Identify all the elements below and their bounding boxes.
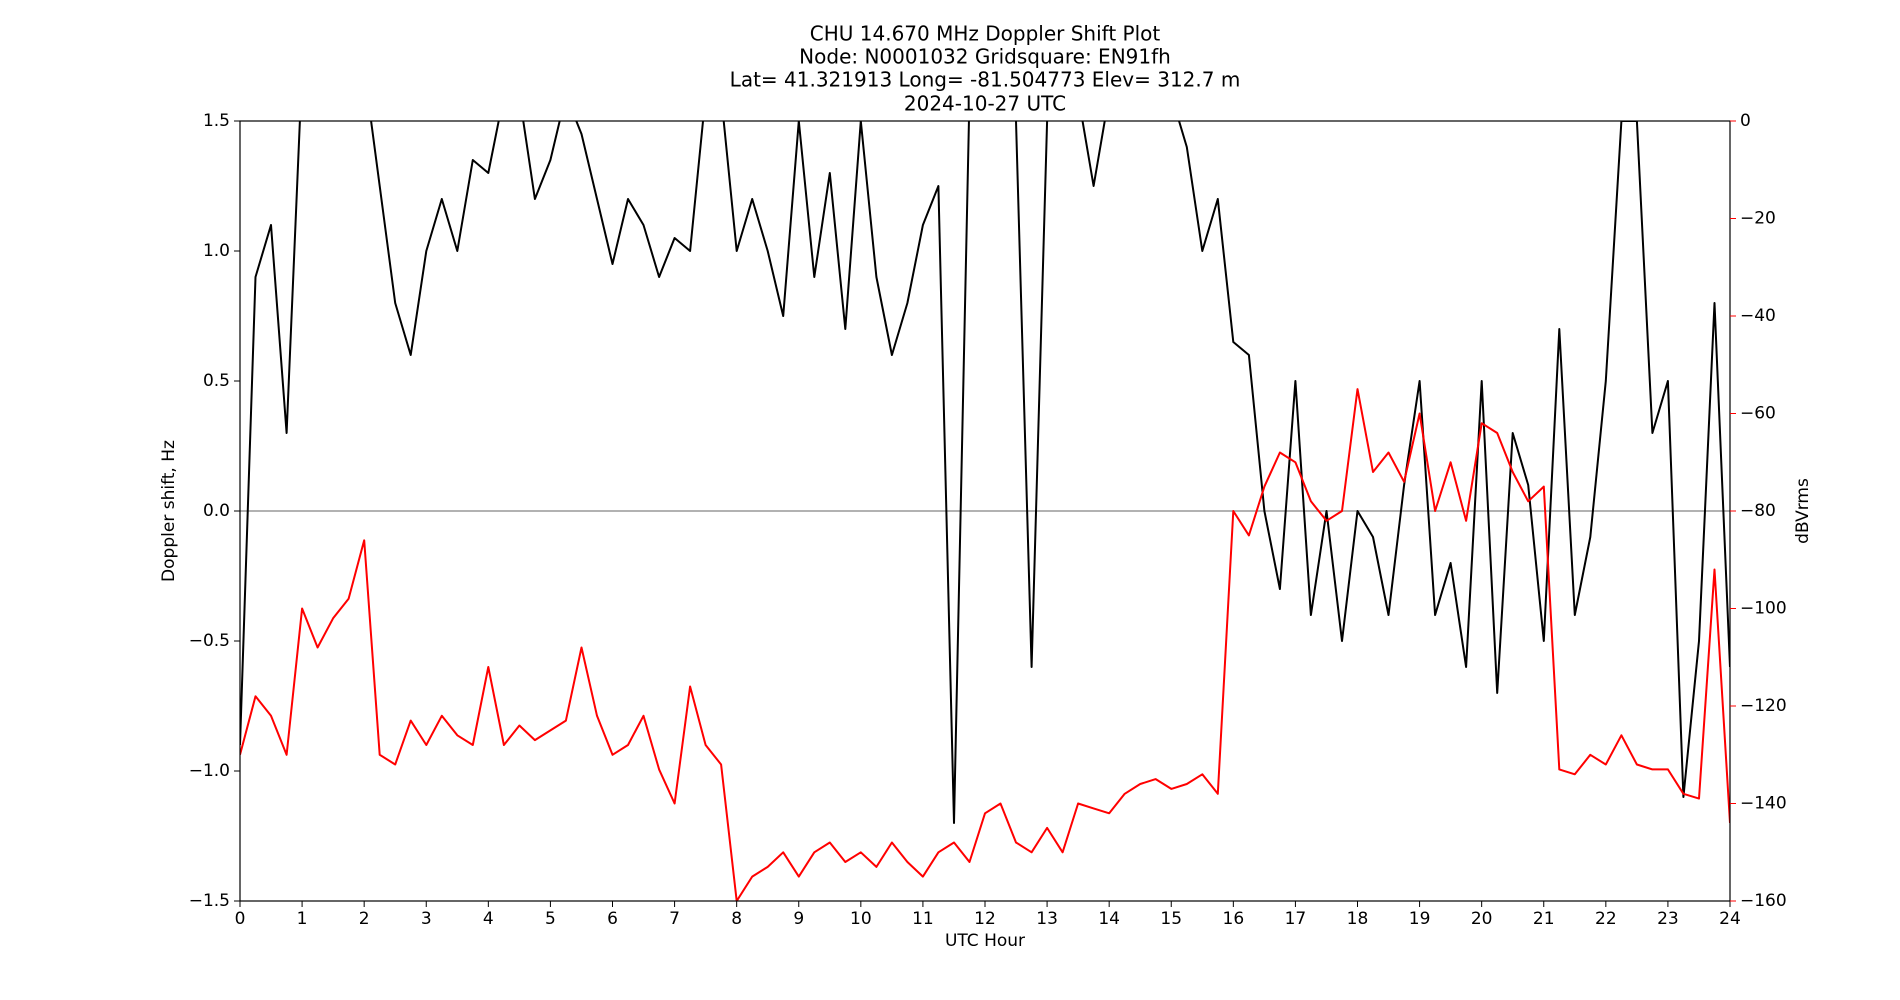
- x-tick-label: 23: [1657, 909, 1679, 929]
- x-tick-label: 21: [1533, 909, 1555, 929]
- x-tick-label: 24: [1719, 909, 1741, 929]
- chart-title: CHU 14.670 MHz Doppler Shift Plot: [810, 22, 1161, 46]
- y-tick-label: 0.5: [203, 371, 230, 391]
- chart-subtitle: Node: N0001032 Gridsquare: EN91fh: [799, 45, 1171, 69]
- y-axis-label: Doppler shift, Hz: [159, 440, 179, 582]
- x-tick-label: 18: [1347, 909, 1369, 929]
- x-tick-label: 15: [1160, 909, 1182, 929]
- x-tick-label: 16: [1223, 909, 1245, 929]
- x-tick-label: 10: [850, 909, 872, 929]
- x-tick-label: 13: [1036, 909, 1058, 929]
- y2-tick-label: −80: [1740, 501, 1776, 521]
- x-axis-label: UTC Hour: [945, 931, 1025, 951]
- y2-axis-label: dBVrms: [1793, 478, 1813, 544]
- y-tick-label: −1.0: [189, 761, 230, 781]
- y-tick-label: 1.0: [203, 241, 230, 261]
- y2-tick-label: 0: [1740, 111, 1751, 131]
- y2-tick-label: −140: [1740, 794, 1787, 814]
- x-tick-label: 7: [669, 909, 680, 929]
- x-tick-label: 14: [1098, 909, 1120, 929]
- x-tick-label: 8: [731, 909, 742, 929]
- chart-subtitle: 2024-10-27 UTC: [904, 92, 1066, 116]
- y2-tick-label: −160: [1740, 891, 1787, 911]
- y-tick-label: 0.0: [203, 501, 230, 521]
- x-tick-label: 3: [421, 909, 432, 929]
- x-tick-label: 0: [235, 909, 246, 929]
- y2-tick-label: −100: [1740, 599, 1787, 619]
- x-tick-label: 22: [1595, 909, 1617, 929]
- series-line: [240, 388, 1730, 901]
- y2-tick-label: −40: [1740, 306, 1776, 326]
- x-tick-label: 4: [483, 909, 494, 929]
- y2-tick-label: −60: [1740, 404, 1776, 424]
- x-tick-label: 17: [1285, 909, 1307, 929]
- y-tick-label: −0.5: [189, 631, 230, 651]
- y2-tick-label: −120: [1740, 696, 1787, 716]
- x-tick-label: 9: [793, 909, 804, 929]
- y2-tick-label: −20: [1740, 209, 1776, 229]
- x-tick-label: 12: [974, 909, 996, 929]
- x-tick-label: 11: [912, 909, 934, 929]
- chart-subtitle: Lat= 41.321913 Long= -81.504773 Elev= 31…: [730, 68, 1241, 92]
- plot-area: [240, 121, 1730, 901]
- x-tick-label: 19: [1409, 909, 1431, 929]
- x-tick-label: 1: [297, 909, 308, 929]
- x-tick-label: 5: [545, 909, 556, 929]
- y-tick-label: −1.5: [189, 891, 230, 911]
- y-tick-label: 1.5: [203, 111, 230, 131]
- series-line: [240, 121, 1730, 824]
- x-tick-label: 20: [1471, 909, 1493, 929]
- x-tick-label: 2: [359, 909, 370, 929]
- x-tick-label: 6: [607, 909, 618, 929]
